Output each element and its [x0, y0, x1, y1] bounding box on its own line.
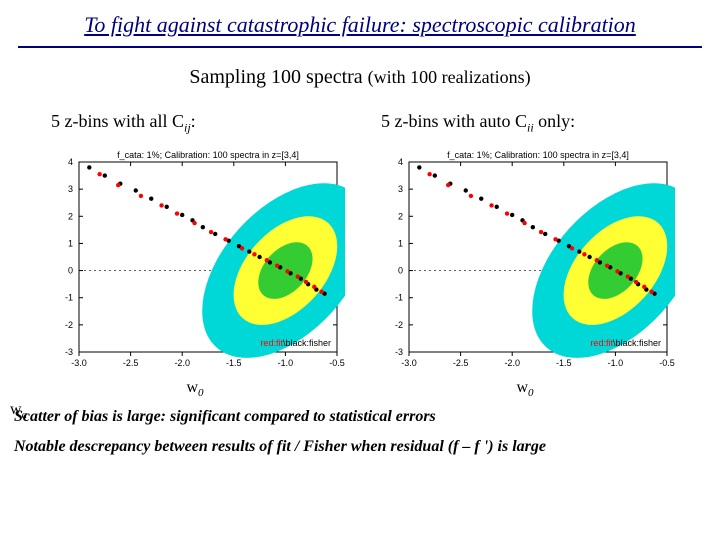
left-label-pre: 5 z-bins with all C: [51, 111, 184, 131]
svg-text:-2.0: -2.0: [174, 358, 190, 368]
footer-line-1: Scatter of bias is large: significant co…: [14, 407, 706, 427]
right-label-sub: ii: [527, 121, 534, 135]
svg-text:f_cata: 1%; Calibration: 100 s: f_cata: 1%; Calibration: 100 spectra in …: [447, 150, 629, 160]
svg-text:0: 0: [68, 265, 73, 275]
x-axis-sub-l: 0: [198, 387, 204, 399]
x-axis-label-left: w0: [45, 379, 345, 399]
svg-text:-1.0: -1.0: [608, 358, 624, 368]
x-axis-text-r: w: [516, 379, 528, 396]
svg-text:4: 4: [398, 157, 403, 167]
footer: Scatter of bias is large: significant co…: [0, 399, 720, 457]
svg-text:f_cata: 1%; Calibration: 100 s: f_cata: 1%; Calibration: 100 spectra in …: [117, 150, 299, 160]
svg-text:4: 4: [68, 157, 73, 167]
left-label-post: :: [191, 111, 196, 131]
svg-text:2: 2: [68, 211, 73, 221]
right-panel: 5 z-bins with auto Cii only: f_cata: 1%;…: [375, 111, 675, 381]
chart-right: f_cata: 1%; Calibration: 100 spectra in …: [375, 146, 675, 376]
svg-text:-2: -2: [65, 319, 73, 329]
subtitle-main: Sampling 100 spectra: [189, 66, 367, 88]
right-label-post: only:: [534, 111, 576, 131]
subtitle: Sampling 100 spectra (with 100 realizati…: [0, 66, 720, 89]
svg-text:3: 3: [68, 184, 73, 194]
svg-text:-2: -2: [395, 319, 403, 329]
x-axis-text-l: w: [186, 379, 198, 396]
right-label-pre: 5 z-bins with auto C: [381, 111, 527, 131]
svg-text:-2.5: -2.5: [123, 358, 139, 368]
svg-text:-1: -1: [395, 292, 403, 302]
title-underline: [18, 46, 702, 48]
svg-text:1: 1: [398, 238, 403, 248]
svg-text:3: 3: [398, 184, 403, 194]
right-panel-label: 5 z-bins with auto Cii only:: [375, 111, 675, 136]
x-axis-label-right: w0: [375, 379, 675, 399]
y-axis-label: wa: [10, 401, 27, 421]
svg-text:-1.5: -1.5: [226, 358, 242, 368]
x-axis-sub-r: 0: [528, 387, 534, 399]
svg-text:-2.0: -2.0: [504, 358, 520, 368]
footer-line-2: Notable descrepancy between results of f…: [14, 437, 706, 457]
subtitle-paren: (with 100 realizations): [368, 67, 531, 87]
svg-text:1: 1: [68, 238, 73, 248]
y-axis-label-text: w: [10, 401, 22, 418]
svg-text:-3: -3: [395, 347, 403, 357]
left-panel: 5 z-bins with all Cij: f_cata: 1%; Calib…: [45, 111, 345, 381]
svg-text:-1.5: -1.5: [556, 358, 572, 368]
svg-text:-0.5: -0.5: [329, 358, 345, 368]
left-label-sub: ij: [184, 121, 191, 135]
svg-text:red:fit\black:fisher: red:fit\black:fisher: [260, 338, 331, 348]
svg-text:-2.5: -2.5: [453, 358, 469, 368]
svg-text:-3.0: -3.0: [401, 358, 417, 368]
svg-text:-0.5: -0.5: [659, 358, 675, 368]
chart-left: f_cata: 1%; Calibration: 100 spectra in …: [45, 146, 345, 376]
svg-text:-1: -1: [65, 292, 73, 302]
page-title: To fight against catastrophic failure: s…: [0, 0, 720, 46]
svg-text:0: 0: [398, 265, 403, 275]
x-axis-row: w0 w0: [0, 381, 720, 399]
svg-text:2: 2: [398, 211, 403, 221]
svg-text:-1.0: -1.0: [278, 358, 294, 368]
left-panel-label: 5 z-bins with all Cij:: [45, 111, 345, 136]
svg-text:red:fit\black:fisher: red:fit\black:fisher: [590, 338, 661, 348]
svg-text:-3: -3: [65, 347, 73, 357]
y-axis-label-sub: a: [22, 409, 28, 421]
svg-text:-3.0: -3.0: [71, 358, 87, 368]
chart-row: wa 5 z-bins with all Cij: f_cata: 1%; Ca…: [0, 111, 720, 381]
